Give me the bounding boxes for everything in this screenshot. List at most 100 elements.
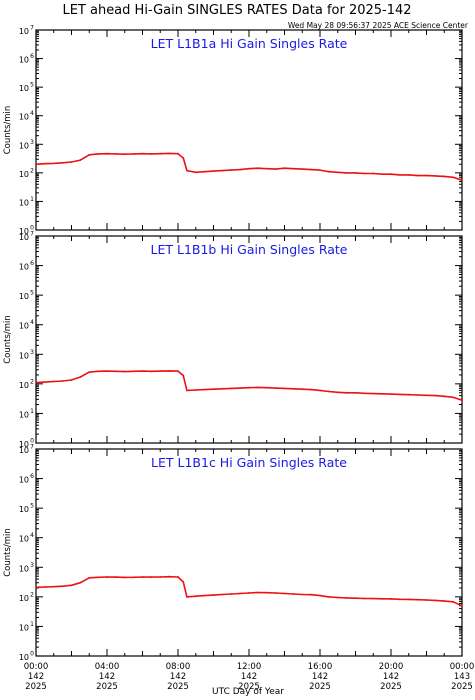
- data-point: [88, 576, 91, 579]
- data-point: [248, 386, 250, 389]
- y-tick-label: 10: [19, 351, 29, 360]
- x-tick-doy-label: 142: [170, 672, 186, 682]
- data-point: [336, 391, 339, 394]
- data-point: [52, 162, 55, 165]
- data-point: [452, 396, 454, 399]
- data-point: [115, 576, 117, 578]
- data-point: [336, 596, 339, 599]
- data-point: [274, 592, 277, 594]
- data-point: [168, 575, 171, 578]
- data-point: [70, 584, 73, 587]
- y-tick-exponent: 6: [30, 260, 34, 267]
- data-point: [106, 370, 108, 372]
- data-point: [186, 596, 188, 598]
- y-tick-exponent: 5: [30, 82, 34, 89]
- data-point: [319, 169, 321, 172]
- y-tick-exponent: 5: [30, 503, 34, 510]
- x-tick-doy-label: 143: [454, 672, 470, 682]
- data-point: [212, 170, 215, 173]
- y-tick-exponent: 3: [30, 349, 34, 356]
- y-tick-base: 10: [19, 141, 29, 150]
- y-tick-base: 10: [19, 505, 29, 514]
- data-point: [283, 592, 286, 595]
- data-point: [141, 576, 144, 578]
- data-point: [203, 170, 206, 173]
- data-point: [443, 175, 446, 178]
- x-tick-year-label: 2025: [309, 682, 331, 692]
- data-point: [381, 392, 383, 395]
- data-point: [44, 381, 46, 383]
- data-point: [345, 391, 348, 394]
- y-tick-base: 10: [19, 84, 29, 93]
- y-tick-label: 10: [19, 113, 29, 122]
- data-point: [79, 581, 82, 584]
- data-point: [61, 380, 64, 382]
- data-point: [141, 152, 144, 155]
- data-point: [221, 593, 224, 596]
- data-point: [265, 386, 268, 389]
- x-tick-year-label: 2025: [25, 682, 47, 692]
- data-point: [159, 576, 162, 578]
- data-point: [106, 576, 108, 578]
- data-point: [319, 389, 321, 392]
- data-point: [434, 394, 437, 397]
- series-line: [35, 370, 463, 401]
- data-point: [159, 370, 162, 372]
- data-point: [292, 167, 295, 170]
- y-tick-exponent: 4: [30, 110, 34, 117]
- y-tick-exponent: 1: [30, 408, 34, 415]
- x-tick-hour-label: 12:00: [237, 662, 262, 672]
- y-tick-label: 10: [19, 564, 29, 573]
- data-point: [97, 576, 99, 579]
- y-tick-label: 10: [19, 535, 29, 544]
- data-point: [230, 387, 233, 390]
- data-point: [177, 370, 179, 372]
- y-tick-base: 10: [19, 56, 29, 65]
- y-tick-base: 10: [19, 113, 29, 122]
- y-tick-base: 10: [19, 27, 29, 36]
- data-point: [61, 585, 64, 588]
- data-point: [425, 599, 428, 601]
- data-point: [310, 593, 312, 596]
- plot-frame: [35, 235, 463, 444]
- y-tick-base: 10: [19, 535, 29, 544]
- data-point: [141, 370, 144, 372]
- y-tick-label: 10: [19, 594, 29, 603]
- y-tick-exponent: 3: [30, 139, 34, 146]
- data-point: [301, 593, 304, 596]
- data-point: [443, 600, 446, 602]
- y-tick-label: 10: [19, 198, 29, 207]
- data-point: [354, 391, 357, 394]
- x-tick-year-label: 2025: [96, 682, 118, 692]
- data-point: [345, 172, 348, 174]
- x-tick-hour-label: 20:00: [379, 662, 404, 672]
- y-tick-label: 10: [19, 505, 29, 514]
- data-point: [123, 576, 126, 579]
- x-tick-doy-label: 142: [99, 672, 115, 682]
- y-tick-exponent: 5: [30, 290, 34, 297]
- data-point: [425, 394, 428, 397]
- y-tick-label: 10: [19, 56, 29, 65]
- data-point: [182, 374, 185, 377]
- data-point: [390, 393, 392, 395]
- data-point: [399, 393, 401, 396]
- data-point: [186, 169, 188, 172]
- y-tick-label: 10: [19, 322, 29, 331]
- y-tick-exponent: 2: [30, 591, 34, 598]
- data-point: [212, 594, 215, 596]
- data-point: [132, 576, 135, 579]
- data-point: [35, 586, 37, 589]
- y-tick-base: 10: [19, 653, 29, 662]
- data-point: [203, 594, 206, 597]
- y-tick-exponent: 3: [30, 562, 34, 569]
- data-point: [363, 392, 366, 395]
- data-point: [265, 167, 268, 170]
- data-point: [194, 595, 197, 598]
- y-axis-label: Counts/min: [3, 528, 13, 577]
- y-axis-label: Counts/min: [3, 106, 13, 155]
- data-point: [186, 389, 188, 392]
- data-point: [70, 379, 73, 381]
